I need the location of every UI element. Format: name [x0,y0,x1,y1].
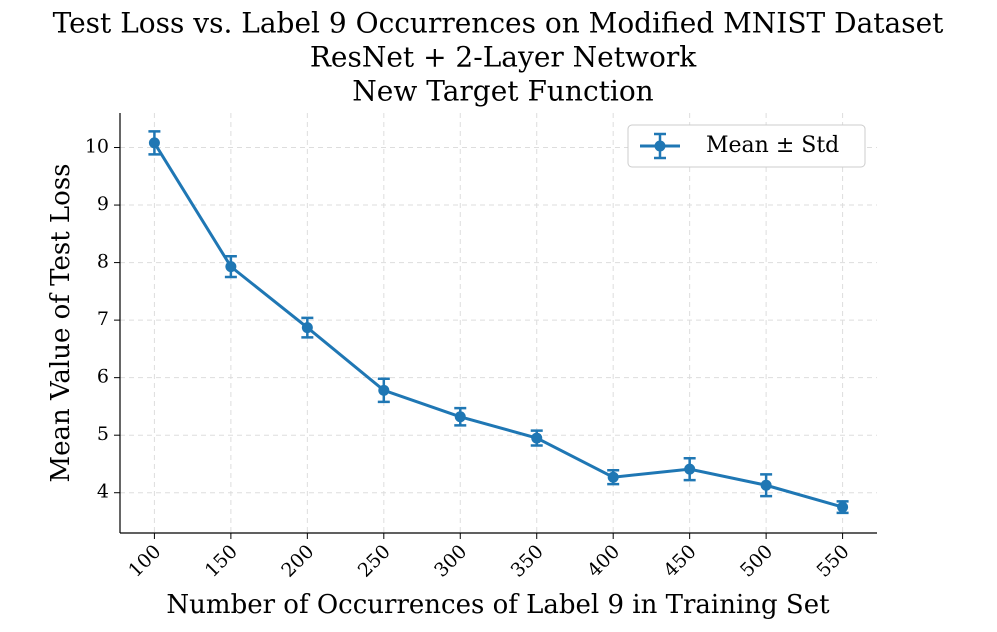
point [531,432,543,444]
x-tick-label: 250 [354,541,395,582]
x-axis-label: Number of Occurrences of Label 9 in Trai… [166,590,830,620]
line [153,142,844,509]
chart-subtitle: ResNet + 2-Layer Network [310,41,697,74]
x-tick-label: 550 [812,541,853,582]
y-tick-label: 10 [85,136,109,158]
x-tick-label: 350 [507,541,548,582]
x-tick-label: 500 [736,541,777,582]
x-tick-label: 200 [277,541,318,582]
point [684,463,696,475]
y-tick-label: 4 [97,481,109,503]
point [607,471,619,483]
legend-marker [654,140,666,152]
y-tick-label: 7 [97,308,109,330]
x-tick-label: 450 [660,541,701,582]
y-axis-label: Mean Value of Test Loss [46,163,76,482]
legend-label: Mean ± Std [706,133,839,158]
point [837,501,849,513]
y-tick-label: 8 [97,251,109,273]
legend-box [627,124,866,168]
chart-subtitle: New Target Function [352,75,653,108]
y-tick-label: 9 [97,193,109,215]
x-tick-label: 100 [124,541,165,582]
x-tick-label: 150 [201,541,242,582]
y-tick-label: 5 [97,423,109,445]
point [225,261,237,273]
point [301,322,313,334]
point [148,137,160,149]
y-tick-label: 6 [97,366,109,388]
x-tick-label: 300 [430,541,471,582]
point [454,411,466,423]
point [378,384,390,396]
x-tick-label: 400 [583,541,624,582]
chart-title: Test Loss vs. Label 9 Occurrences on Mod… [53,7,945,40]
point [760,479,772,491]
